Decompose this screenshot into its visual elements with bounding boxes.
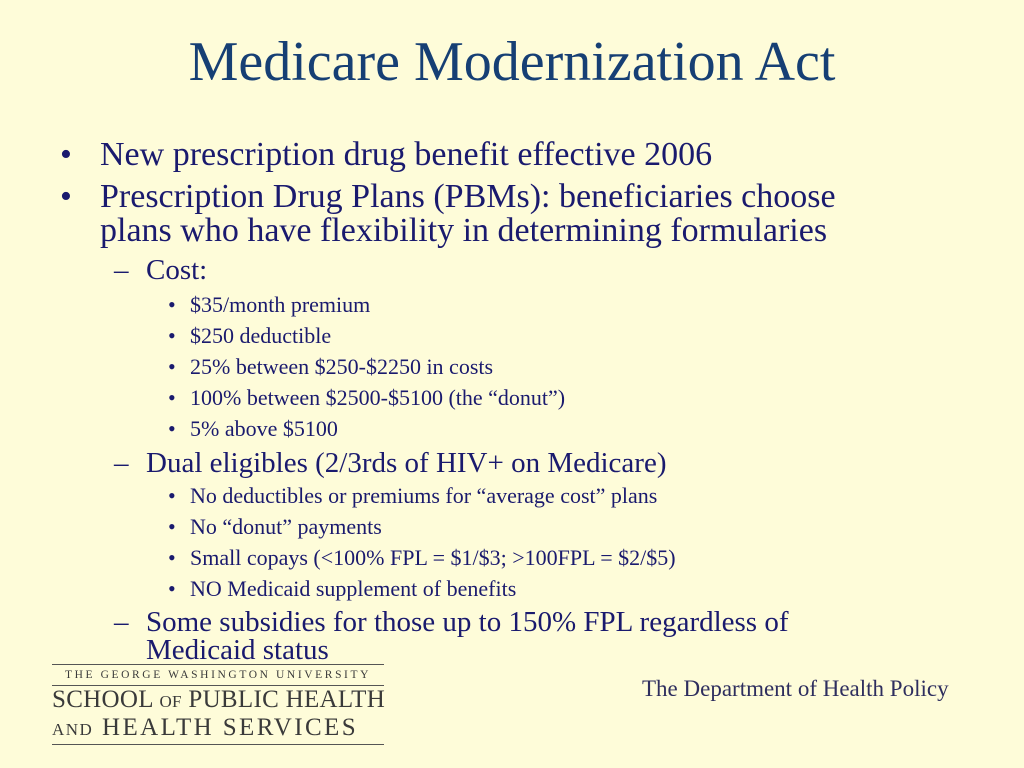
bullet-marker: • xyxy=(168,323,176,348)
bullet-text: plans who have flexibility in determinin… xyxy=(100,212,828,249)
cost-item-text: 5% above $5100 xyxy=(190,416,338,441)
university-logo: THE GEORGE WASHINGTON UNIVERSITY SCHOOL … xyxy=(52,664,386,746)
cost-item-text: 25% between $250-$2250 in costs xyxy=(190,354,494,379)
bullet-text: Prescription Drug Plans (PBMs): benefici… xyxy=(100,178,836,215)
dash-marker: – xyxy=(114,606,129,638)
school-word: SCHOOL xyxy=(52,686,153,713)
school-name: SCHOOL OF PUBLIC HEALTH xyxy=(52,686,386,715)
health-services-name: AND HEALTH SERVICES xyxy=(52,715,384,743)
bullet-marker: • xyxy=(168,385,176,410)
bullet-marker: • xyxy=(168,416,176,441)
sub-bullet-text: Medicaid status xyxy=(146,634,329,666)
sub-bullet-text: Dual eligibles (2/3rds of HIV+ on Medica… xyxy=(146,447,667,479)
cost-item-text: 100% between $2500-$5100 (the “donut”) xyxy=(190,385,566,410)
cost-item-text: $250 deductible xyxy=(190,323,332,348)
dash-marker: – xyxy=(114,254,129,286)
bullet-marker: • xyxy=(168,576,176,601)
university-name: THE GEORGE WASHINGTON UNIVERSITY xyxy=(64,669,372,681)
health-services-and: AND xyxy=(52,720,94,739)
bullet-marker: • xyxy=(60,136,72,173)
bullet-marker: • xyxy=(168,514,176,539)
logo-divider xyxy=(52,664,384,665)
dual-item-text: Small copays (<100% FPL = $1/$3; >100FPL… xyxy=(190,545,676,570)
bullet-marker: • xyxy=(60,178,72,215)
cost-item-text: $35/month premium xyxy=(190,292,371,317)
sub-bullet-text: Some subsidies for those up to 150% FPL … xyxy=(146,606,789,638)
dual-item-text: NO Medicaid supplement of benefits xyxy=(190,576,517,601)
department-name: The Department of Health Policy xyxy=(642,676,949,701)
bullet-marker: • xyxy=(168,292,176,317)
bullet-marker: • xyxy=(168,354,176,379)
logo-divider xyxy=(52,685,384,686)
health-services-text: HEALTH SERVICES xyxy=(102,714,359,741)
sub-bullet-text: Cost: xyxy=(146,254,208,286)
dash-marker: – xyxy=(114,447,129,479)
dual-item-text: No deductibles or premiums for “average … xyxy=(190,483,658,508)
slide-title: Medicare Modernization Act xyxy=(188,31,836,93)
bullet-marker: • xyxy=(168,483,176,508)
dual-item-text: No “donut” payments xyxy=(190,514,382,539)
school-public-health: PUBLIC HEALTH xyxy=(188,686,386,713)
school-of: OF xyxy=(159,692,182,711)
bullet-marker: • xyxy=(168,545,176,570)
bullet-text: New prescription drug benefit effective … xyxy=(100,136,713,173)
logo-divider xyxy=(52,744,384,745)
